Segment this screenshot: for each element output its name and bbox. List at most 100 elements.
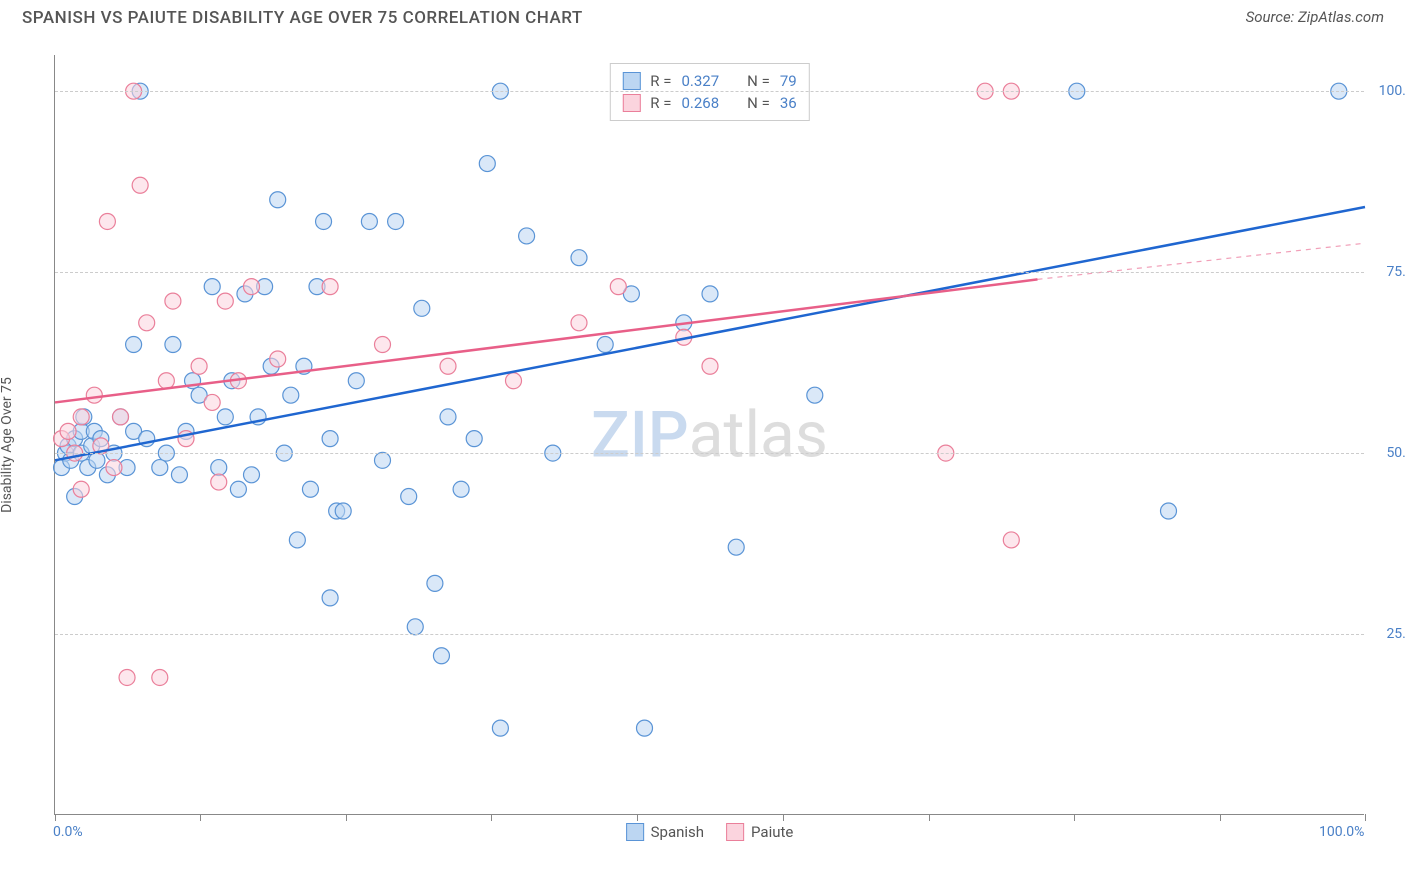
legend-series-label: Paiute [751, 823, 793, 841]
scatter-point [433, 648, 449, 664]
scatter-point [440, 409, 456, 425]
scatter-point [217, 409, 233, 425]
scatter-point [126, 337, 142, 353]
scatter-point [492, 720, 508, 736]
scatter-point [1161, 503, 1177, 519]
x-axis-max-label: 100.0% [1319, 824, 1364, 840]
plot-container: Disability Age Over 75 ZIPatlas R =0.327… [22, 40, 1384, 850]
legend-series-label: Spanish [651, 823, 704, 841]
scatter-point [289, 532, 305, 548]
scatter-point [728, 539, 744, 555]
scatter-point [283, 387, 299, 403]
scatter-point [244, 467, 260, 483]
gridline-h [55, 91, 1364, 92]
scatter-point [270, 351, 286, 367]
x-tick [491, 814, 492, 821]
legend-swatch [726, 823, 744, 841]
scatter-point [158, 373, 174, 389]
scatter-point [152, 460, 168, 476]
legend-n-label: N = [747, 92, 770, 114]
scatter-point [1003, 532, 1019, 548]
scatter-point [316, 213, 332, 229]
legend-r-value: 0.327 [681, 70, 719, 92]
y-axis-title: Disability Age Over 75 [0, 377, 15, 513]
y-tick-label: 100.0% [1368, 83, 1406, 99]
scatter-point [348, 373, 364, 389]
scatter-point [807, 387, 823, 403]
x-tick [200, 814, 201, 821]
chart-header: SPANISH VS PAIUTE DISABILITY AGE OVER 75… [22, 8, 1384, 38]
scatter-point [99, 213, 115, 229]
regression-line [55, 207, 1365, 460]
legend-stats-row: R =0.268N =36 [622, 92, 796, 114]
legend-series: Spanish Paiute [626, 823, 794, 841]
x-tick [55, 814, 56, 821]
scatter-point [375, 337, 391, 353]
legend-swatch [622, 72, 640, 90]
scatter-point [388, 213, 404, 229]
scatter-point [479, 156, 495, 172]
x-axis-min-label: 0.0% [53, 824, 83, 840]
scatter-point [506, 373, 522, 389]
scatter-point [165, 337, 181, 353]
scatter-point [217, 293, 233, 309]
legend-swatch [626, 823, 644, 841]
legend-swatch [622, 94, 640, 112]
scatter-point [139, 315, 155, 331]
scatter-point [571, 250, 587, 266]
scatter-point [73, 481, 89, 497]
y-tick-label: 25.0% [1368, 626, 1406, 642]
scatter-point [152, 669, 168, 685]
scatter-point [401, 489, 417, 505]
y-tick-label: 50.0% [1368, 445, 1406, 461]
scatter-point [322, 590, 338, 606]
scatter-point [132, 177, 148, 193]
regression-line [55, 279, 1038, 402]
scatter-point [407, 619, 423, 635]
scatter-point [171, 467, 187, 483]
source-label: Source: ZipAtlas.com [1246, 8, 1384, 26]
scatter-point [414, 300, 430, 316]
legend-n-value: 79 [780, 70, 797, 92]
legend-r-label: R = [650, 70, 671, 92]
scatter-point [270, 192, 286, 208]
scatter-point [427, 575, 443, 591]
scatter-plot: ZIPatlas R =0.327N =79R =0.268N =36 Span… [54, 55, 1364, 815]
scatter-point [519, 228, 535, 244]
x-tick [1074, 814, 1075, 821]
x-tick [1365, 814, 1366, 821]
scatter-point [211, 460, 227, 476]
scatter-point [597, 337, 613, 353]
gridline-h [55, 453, 1364, 454]
x-tick [346, 814, 347, 821]
scatter-point [440, 358, 456, 374]
scatter-point [119, 669, 135, 685]
scatter-point [702, 286, 718, 302]
scatter-point [466, 431, 482, 447]
scatter-point [165, 293, 181, 309]
gridline-h [55, 634, 1364, 635]
chart-title: SPANISH VS PAIUTE DISABILITY AGE OVER 75… [22, 8, 583, 28]
scatter-point [453, 481, 469, 497]
scatter-point [230, 481, 246, 497]
scatter-point [113, 409, 129, 425]
legend-r-value: 0.268 [681, 92, 719, 114]
legend-series-item: Paiute [726, 823, 793, 841]
legend-n-label: N = [747, 70, 770, 92]
scatter-point [610, 279, 626, 295]
scatter-point [322, 279, 338, 295]
scatter-point [322, 431, 338, 447]
scatter-point [60, 423, 76, 439]
scatter-point [73, 409, 89, 425]
scatter-point [106, 460, 122, 476]
scatter-point [571, 315, 587, 331]
scatter-point [702, 358, 718, 374]
scatter-point [204, 394, 220, 410]
scatter-point [89, 452, 105, 468]
scatter-point [335, 503, 351, 519]
y-tick-label: 75.0% [1368, 264, 1406, 280]
legend-n-value: 36 [780, 92, 797, 114]
x-tick [637, 814, 638, 821]
x-tick [1220, 814, 1221, 821]
legend-stats-row: R = 0.327 N = 79 [622, 70, 796, 92]
